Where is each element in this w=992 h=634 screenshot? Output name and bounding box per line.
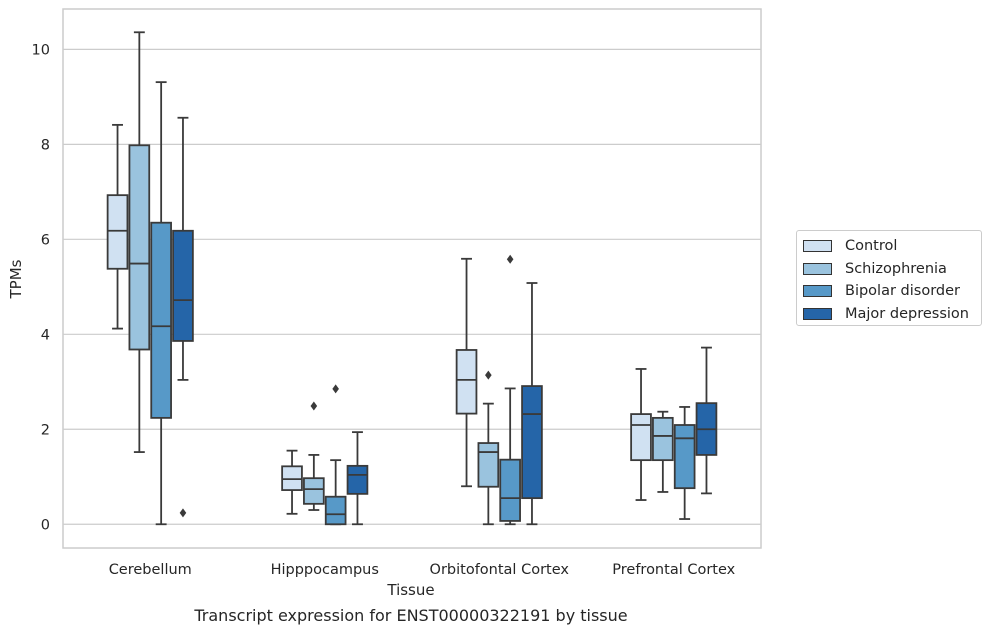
box-body bbox=[673, 424, 696, 490]
y-tick-label: 6 bbox=[41, 232, 50, 248]
legend-item: Bipolar disorder bbox=[803, 280, 981, 303]
outlier-point bbox=[332, 384, 339, 394]
x-tick-label: Prefrontal Cortex bbox=[612, 562, 735, 578]
box-body bbox=[521, 385, 543, 500]
box-body bbox=[477, 442, 500, 488]
box-schizophrenia bbox=[303, 401, 325, 511]
box-schizophrenia bbox=[477, 370, 500, 526]
box-body bbox=[499, 458, 521, 522]
box-control bbox=[455, 257, 478, 488]
y-tick-label: 8 bbox=[41, 137, 50, 153]
box-body bbox=[346, 464, 369, 495]
x-tick-label: Cerebellum bbox=[109, 562, 192, 578]
box-body bbox=[281, 465, 303, 491]
boxplot-series bbox=[106, 31, 718, 526]
legend-item: Schizophrenia bbox=[803, 258, 981, 281]
box-bipolar-disorder bbox=[673, 406, 696, 520]
legend-label: Schizophrenia bbox=[845, 260, 947, 277]
y-axis-label: TPMs bbox=[7, 259, 25, 299]
plot-area-frame bbox=[62, 8, 762, 549]
box-body bbox=[172, 229, 194, 342]
outlier-point bbox=[310, 401, 318, 411]
legend-label: Major depression bbox=[845, 305, 969, 322]
box-body bbox=[630, 413, 652, 462]
box-major-depression bbox=[521, 282, 543, 526]
x-tick-label: Hipppocampus bbox=[271, 562, 379, 578]
box-schizophrenia bbox=[128, 31, 151, 453]
box-body bbox=[455, 349, 478, 415]
x-axis-label: Tissue bbox=[386, 581, 434, 599]
box-body bbox=[652, 416, 674, 462]
y-tick-label: 10 bbox=[32, 42, 50, 58]
box-major-depression bbox=[172, 116, 194, 518]
outlier-point bbox=[485, 370, 492, 380]
box-body bbox=[150, 221, 172, 419]
x-axis-ticks: Cerebellum Hipppocampus Orbitofontal Corte… bbox=[109, 562, 736, 578]
box-bipolar-disorder bbox=[499, 254, 521, 526]
outlier-point bbox=[179, 508, 187, 518]
box-major-depression bbox=[346, 431, 369, 526]
chart-caption: Transcript expression for ENST0000032219… bbox=[194, 606, 628, 625]
box-body bbox=[303, 477, 325, 505]
chart-legend: Control Schizophrenia Bipolar disorder Majo… bbox=[796, 230, 982, 326]
box-body bbox=[106, 194, 129, 270]
legend-swatch bbox=[803, 307, 832, 320]
y-axis-ticks: 0 2 4 6 8 10 bbox=[32, 42, 50, 533]
y-tick-label: 2 bbox=[41, 422, 50, 438]
box-body bbox=[324, 495, 347, 526]
box-control bbox=[630, 368, 652, 501]
outlier-point bbox=[506, 254, 514, 264]
box-body bbox=[128, 144, 151, 351]
legend-label: Control bbox=[845, 238, 898, 255]
legend-swatch bbox=[803, 285, 832, 298]
legend-swatch bbox=[803, 240, 832, 253]
legend-item: Control bbox=[803, 235, 981, 258]
x-tick-label: Orbitofontal Cortex bbox=[430, 562, 570, 578]
box-schizophrenia bbox=[652, 410, 674, 493]
legend-swatch bbox=[803, 262, 832, 275]
box-control bbox=[106, 123, 129, 330]
legend-label: Bipolar disorder bbox=[845, 283, 960, 300]
box-control bbox=[281, 449, 303, 515]
box-major-depression bbox=[695, 346, 718, 495]
legend-item: Major depression bbox=[803, 303, 981, 326]
y-tick-label: 4 bbox=[41, 327, 50, 343]
box-bipolar-disorder bbox=[150, 81, 172, 526]
y-tick-label: 0 bbox=[41, 517, 50, 533]
box-bipolar-disorder bbox=[324, 384, 347, 526]
